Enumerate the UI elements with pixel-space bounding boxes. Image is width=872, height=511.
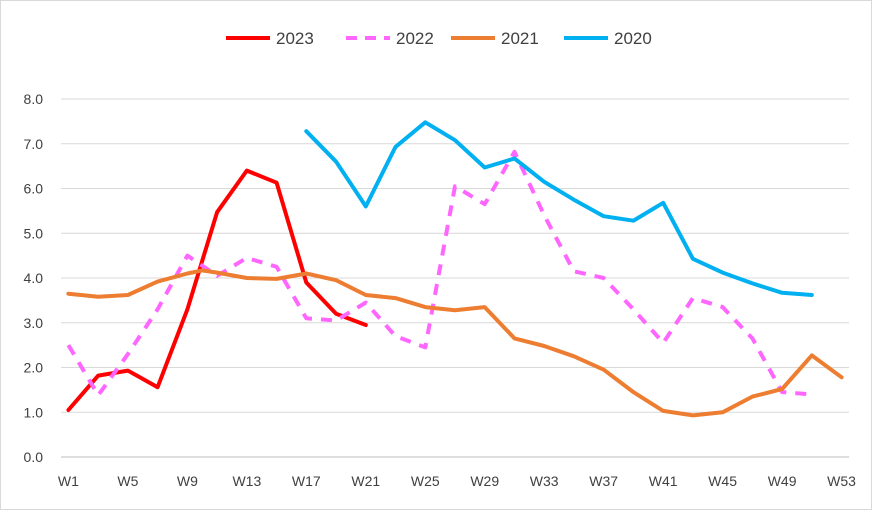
series-line-2020	[304, 120, 814, 297]
x-axis-tick-labels: W1 W5 W9 W13 W17 W21 W25 W29 W33 W37 W41 W45 W49 W53	[58, 473, 856, 489]
x-tick-label: W49	[768, 473, 797, 489]
y-tick-label: 7.0	[24, 136, 44, 152]
y-tick-label: 0.0	[24, 449, 44, 465]
y-tick-label: 5.0	[24, 225, 44, 241]
gridlines	[61, 98, 849, 458]
x-tick-label: W25	[411, 473, 440, 489]
x-tick-label: W53	[827, 473, 856, 489]
x-tick-label: W29	[470, 473, 499, 489]
legend-label-2022: 2022	[396, 29, 434, 48]
series-line-2023	[66, 168, 368, 412]
x-tick-label: W21	[351, 473, 380, 489]
y-tick-label: 8.0	[24, 91, 44, 107]
y-tick-label: 6.0	[24, 181, 44, 197]
x-tick-label: W33	[530, 473, 559, 489]
legend: 2023 2022 2021 2020	[226, 29, 652, 48]
y-tick-label: 2.0	[24, 360, 44, 376]
y-tick-label: 4.0	[24, 270, 44, 286]
x-tick-label: W45	[708, 473, 737, 489]
x-tick-label: W13	[232, 473, 261, 489]
series-line-2021	[66, 268, 844, 418]
y-tick-label: 1.0	[24, 404, 44, 420]
legend-label-2023: 2023	[276, 29, 314, 48]
y-axis-tick-labels: 0.0 1.0 2.0 3.0 4.0 5.0 6.0 7.0 8.0	[24, 91, 44, 465]
series-lines	[66, 120, 844, 418]
x-tick-label: W5	[117, 473, 138, 489]
x-tick-label: W1	[58, 473, 79, 489]
legend-label-2021: 2021	[501, 29, 539, 48]
x-tick-label: W9	[177, 473, 198, 489]
y-tick-label: 3.0	[24, 315, 44, 331]
legend-label-2020: 2020	[614, 29, 652, 48]
x-tick-label: W41	[649, 473, 678, 489]
x-tick-label: W17	[292, 473, 321, 489]
x-tick-label: W37	[589, 473, 618, 489]
series-line-2022	[66, 149, 812, 398]
